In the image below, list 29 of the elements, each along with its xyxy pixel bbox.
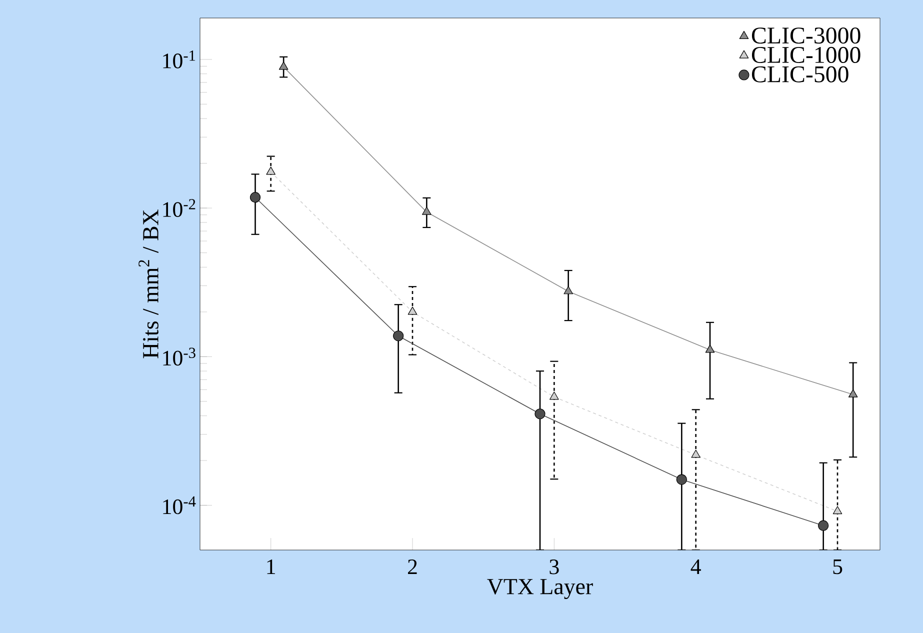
legend-label: CLIC-3000: [752, 28, 860, 44]
y-tick-label: 10$^{-3}$: [163, 348, 196, 366]
x-axis-title: VTX Layer: [487, 579, 593, 600]
x-tick-label: 5: [833, 560, 842, 574]
point: [848, 389, 858, 398]
point: [705, 344, 715, 353]
x-tick-label: 2: [408, 560, 417, 574]
x-tick-label: 4: [690, 560, 701, 574]
x-tick-label: 1: [267, 560, 275, 574]
point: [691, 450, 700, 458]
point: [818, 520, 829, 531]
point: [564, 286, 573, 294]
legend-label: CLIC-1000: [752, 46, 860, 64]
point: [676, 474, 687, 485]
point: [278, 62, 288, 70]
y-axis-title: Hits / mm$^{2}$ / BX: [138, 210, 158, 358]
point: [550, 392, 559, 400]
x-tick-label: 3: [550, 560, 559, 574]
y-tick-label: 10$^{-4}$: [163, 496, 196, 514]
point: [250, 192, 261, 203]
point: [266, 166, 276, 175]
point: [393, 330, 404, 342]
y-tick-label: 10$^{-1}$: [163, 50, 196, 68]
point: [534, 408, 546, 420]
legend-label: CLIC-500: [752, 66, 848, 82]
point: [422, 206, 432, 215]
point: [832, 506, 842, 514]
y-tick-label: 10$^{-2}$: [163, 199, 196, 217]
point: [408, 306, 418, 315]
